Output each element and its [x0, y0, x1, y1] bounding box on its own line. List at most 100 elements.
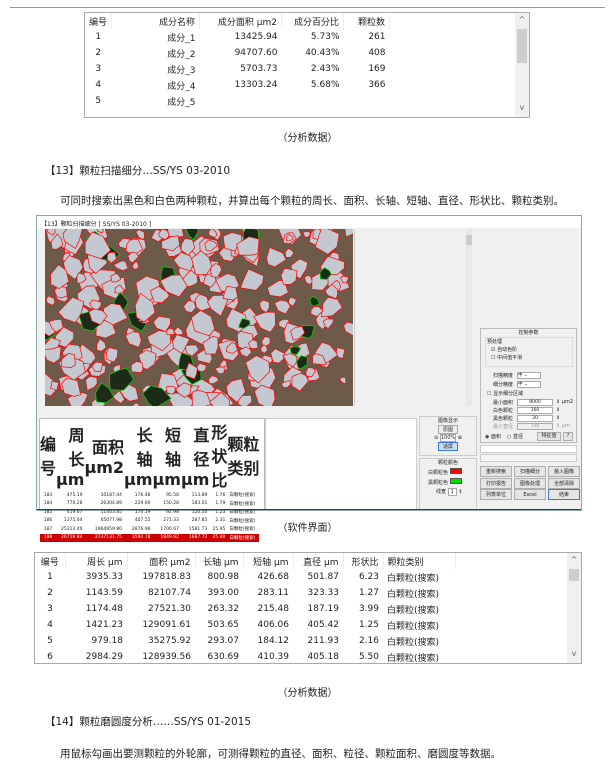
column-header[interactable]: 长轴 μm: [195, 553, 244, 569]
column-header[interactable]: 编号: [85, 13, 113, 29]
min-dia-input[interactable]: 100: [517, 423, 553, 430]
feature-button[interactable]: 特征值: [537, 432, 561, 441]
table-cell: 1.79: [215, 501, 226, 507]
column-header[interactable]: 周长 μm: [65, 553, 128, 569]
table-row[interactable]: 188 26719.84 2237131.75 3592.78 1849.62 1687.…: [40, 533, 260, 542]
column-header[interactable]: 编号: [40, 435, 57, 478]
particle-outline: [291, 372, 309, 392]
median-checkbox[interactable]: ☐ 中间值平滑: [491, 355, 523, 361]
table-row[interactable]: 6 2984.29 128939.56 630.69 410.39 405.18 5.50 白…: [35, 649, 455, 665]
column-header[interactable]: 周长 μm: [56, 425, 85, 489]
zoom-out-icon[interactable]: ⊖: [434, 435, 439, 441]
column-header[interactable]: 颗粒数: [343, 13, 391, 29]
column-header[interactable]: 短轴 μm: [152, 425, 181, 489]
table-row[interactable]: 5 979.18 35275.92 293.07 184.12 211.93 2.16 白颗粒…: [35, 633, 455, 649]
particle-outline: [45, 295, 56, 306]
zoom-in-icon[interactable]: ⊕: [457, 435, 462, 441]
column-header[interactable]: 面积 μm2: [84, 437, 125, 477]
table-row[interactable]: 5 成分_5: [85, 93, 390, 109]
particle-outline: [85, 376, 98, 391]
particle-result-table[interactable]: 编号 周长 μm 面积 μm2 长轴 μm 短轴 μm 直径 μm 形状比 颗粒类别 1 393…: [34, 552, 582, 664]
scan-precision-select[interactable]: 中 ⌄: [517, 372, 541, 379]
white-color-swatch[interactable]: [449, 468, 462, 474]
column-header[interactable]: 短轴 μm: [243, 553, 294, 569]
scrollbar[interactable]: [466, 229, 472, 406]
button-4[interactable]: 图像处理: [514, 478, 546, 489]
column-header[interactable]: 直径 μm: [180, 425, 210, 489]
column-header[interactable]: 形状比: [343, 553, 384, 569]
particle-outline: [130, 361, 144, 373]
software-window: 【13】颗粒扫描细分 [ SS/YS 03-2010 ] 编号 周长 μm 面积 μ…: [36, 215, 582, 542]
radio-diameter[interactable]: ○ 直径: [507, 434, 523, 440]
column-header[interactable]: 成分面积 μm2: [199, 13, 283, 29]
white-threshold-input[interactable]: 160: [517, 407, 553, 414]
sub-precision-select[interactable]: 中 ⌄: [517, 381, 541, 388]
black-color-swatch[interactable]: [449, 478, 462, 484]
show-sub-checkbox[interactable]: ☐ 显示细分区域: [487, 391, 524, 397]
column-header[interactable]: 直径 μm: [293, 553, 344, 569]
table-cell: 4: [47, 620, 53, 630]
table-row[interactable]: 184 770.28 26304.89 229.90 150.28 183.01 1.79 白…: [40, 500, 259, 509]
table-row[interactable]: 2 1143.59 82107.74 393.00 283.11 323.33 1.27 白颗…: [35, 585, 455, 601]
table-cell: 25313.40: [60, 526, 83, 532]
table-row[interactable]: 185 419.67 11403.85 170.19 92.98 120.50 1.23 白颗…: [40, 508, 259, 517]
auto-color-checkbox[interactable]: ☑ 自动色阶: [491, 347, 518, 353]
button-3[interactable]: 打印报告: [480, 478, 512, 489]
line-width-input[interactable]: 1: [447, 488, 457, 496]
particle-outline: [165, 327, 175, 336]
column-header[interactable]: 编号: [35, 553, 66, 569]
table-row[interactable]: 183 475.19 10187.44 176.48 95.58 113.89 1.76 白颗…: [40, 491, 259, 500]
table-cell: 白颗粒(搜索): [229, 493, 256, 499]
particle-table[interactable]: 编号 周长 μm 面积 μm2 长轴 μm 短轴 μm 直径 μm 形状比 颗粒类别 183 47…: [39, 418, 265, 542]
particle-outline: [303, 274, 313, 285]
table-cell: 323.33: [307, 588, 340, 598]
table-cell: 800.98: [207, 572, 240, 582]
scan-precision-label: 扫描精度: [493, 373, 514, 379]
table-row[interactable]: 3 1174.48 27521.30 263.32 215.48 187.19 3.99 白颗…: [35, 601, 455, 617]
column-header[interactable]: 颗粒类别: [227, 435, 260, 478]
black-threshold-input[interactable]: 30: [517, 415, 553, 422]
button-1[interactable]: 扫描细分: [514, 466, 546, 477]
table-row[interactable]: 186 1375.04 65077.98 407.55 271.33 287.85 2.31…: [40, 517, 259, 526]
column-header[interactable]: 形状比: [211, 423, 228, 490]
scrollbar[interactable]: ^ v: [567, 553, 581, 663]
button-2[interactable]: 装入图像: [548, 466, 580, 477]
table-row[interactable]: 1 成分_1 13425.94 5.73% 261: [85, 29, 390, 45]
particle-outline: [245, 355, 271, 384]
column-header[interactable]: 长轴 μm: [124, 425, 153, 489]
table-cell: 229.90: [134, 501, 151, 507]
table-cell: 2237131.75: [94, 535, 123, 541]
table-row[interactable]: 1 3935.33 197818.83 800.98 426.68 501.87 6.23 白…: [35, 569, 455, 585]
table-row[interactable]: 3 成分_3 5703.73 2.43% 169: [85, 61, 390, 77]
fit-button[interactable]: 适屏: [438, 442, 458, 451]
column-header[interactable]: 成分百分比: [281, 13, 345, 29]
column-header[interactable]: 颗粒类别: [383, 553, 456, 569]
scrollbar[interactable]: ^ v: [515, 13, 529, 117]
table-cell: 2: [95, 48, 102, 58]
table-cell: 129091.61: [142, 620, 191, 630]
table-cell: 3: [47, 604, 53, 614]
table-row[interactable]: 4 1421.23 129091.61 503.65 406.06 405.42 1.25 白…: [35, 617, 455, 633]
radio-area[interactable]: ◉ 面积: [485, 434, 501, 440]
button-8[interactable]: 结束: [548, 489, 580, 500]
button-5[interactable]: 全部清除: [548, 478, 580, 489]
button-6[interactable]: 列表单位: [480, 489, 512, 500]
zoom-level: 100%: [439, 434, 457, 442]
table-cell: 10187.44: [100, 492, 123, 498]
column-header[interactable]: 面积 μm2: [127, 553, 196, 569]
table-row[interactable]: 187 25313.40 1964959.80 2876.96 1700.67 1581.…: [40, 525, 259, 534]
button-7[interactable]: Excel: [514, 489, 546, 500]
min-area-input[interactable]: 8000: [517, 399, 553, 406]
column-header[interactable]: 成分名称: [111, 13, 201, 29]
particle-outline: [185, 344, 200, 357]
table-row[interactable]: 4 成分_4 13303.24 5.68% 366: [85, 77, 390, 93]
table-cell: 40.43%: [305, 48, 340, 58]
component-table[interactable]: 编号 成分名称 成分面积 μm2 成分百分比 颗粒数 1 成分_1 13425.94 5.73…: [84, 12, 530, 118]
button-0[interactable]: 重新搜索: [480, 466, 512, 477]
table-cell: [282, 93, 344, 109]
table-row[interactable]: 2 成分_2 94707.60 40.43% 408: [85, 45, 390, 61]
micrograph-image[interactable]: [45, 229, 353, 406]
table-cell: 6.23: [358, 572, 379, 582]
help-button[interactable]: ?: [563, 432, 573, 441]
original-button[interactable]: 原图: [438, 425, 458, 434]
